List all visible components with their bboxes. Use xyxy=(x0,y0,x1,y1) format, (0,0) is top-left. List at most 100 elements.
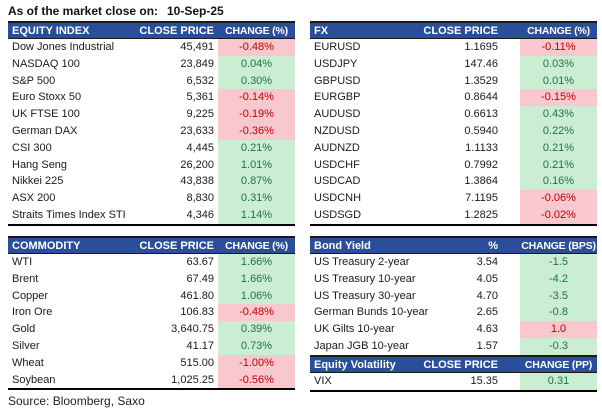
row-label: USDCNH xyxy=(314,192,362,205)
row-label: Silver xyxy=(12,339,40,352)
row-close-price: 3.54 xyxy=(476,256,498,268)
equity-volatility-table: Equity Volatility CLOSE PRICE CHANGE (PP… xyxy=(310,354,597,392)
row-close-price: 45,491 xyxy=(180,41,214,53)
row-close-price: 4,445 xyxy=(186,141,214,154)
column-header-name: EQUITY INDEX xyxy=(12,25,90,37)
column-header-name: Bond Yield xyxy=(314,240,371,252)
fx-table: FX CLOSE PRICE CHANGE (%) EURUSD 1.1695 -0… xyxy=(310,21,597,226)
row-label: Gold xyxy=(12,323,36,336)
row-close-price: 23,633 xyxy=(180,124,214,137)
report-title: As of the market close on: xyxy=(8,4,159,18)
row-change: -3.5 xyxy=(520,287,597,305)
fx-row: USDCAD 1.3864 0.16% xyxy=(310,173,597,191)
row-close-price: 3,640.75 xyxy=(171,323,214,336)
row-close-price: 26,200 xyxy=(180,158,214,171)
row-change: 0.21% xyxy=(520,139,597,157)
row-label: NASDAQ 100 xyxy=(12,57,80,70)
row-close-price: 461.80 xyxy=(180,289,214,302)
row-label: Japan JGB 10-year xyxy=(314,339,409,352)
row-change: 0.21% xyxy=(218,139,295,157)
row-close-price: 4.63 xyxy=(476,323,498,336)
row-change: -0.56% xyxy=(218,371,295,389)
fx-row: EURGBP 0.8644 -0.15% xyxy=(310,89,597,107)
fx-row: AUDUSD 0.6613 0.43% xyxy=(310,106,597,123)
row-close-price: 9,225 xyxy=(186,108,214,121)
row-label: Iron Ore xyxy=(12,306,53,319)
row-change: 0.03% xyxy=(520,55,597,73)
row-close-price: 1.1695 xyxy=(464,41,498,53)
row-label: AUDNZD xyxy=(314,141,360,154)
row-close-price: 43,838 xyxy=(180,175,214,188)
equity-index-row: CSI 300 4,445 0.21% xyxy=(8,139,295,157)
column-header-close-price: CLOSE PRICE xyxy=(423,358,498,371)
column-header-change: CHANGE (BPS) xyxy=(521,240,596,252)
row-change: 0.30% xyxy=(218,72,295,90)
commodity-row: Silver 41.17 0.73% xyxy=(8,337,295,355)
column-header-change: CHANGE (PP) xyxy=(524,358,593,371)
row-change: -0.48% xyxy=(218,304,295,322)
row-close-price: 515.00 xyxy=(180,356,214,369)
fx-header: FX CLOSE PRICE CHANGE (%) xyxy=(310,21,597,39)
row-change: 1.0 xyxy=(520,321,597,338)
row-close-price: 4.05 xyxy=(476,272,498,285)
equity-index-row: Straits Times Index STI 4,346 1.14% xyxy=(8,206,295,224)
row-close-price: 6,532 xyxy=(186,74,214,87)
fx-row: EURUSD 1.1695 -0.11% xyxy=(310,39,597,56)
row-change: 0.22% xyxy=(520,122,597,140)
column-header-name: FX xyxy=(314,25,329,37)
row-change: -0.02% xyxy=(520,206,597,224)
source-note: Source: Bloomberg, Saxo xyxy=(8,394,145,408)
row-change: -0.15% xyxy=(520,89,597,107)
row-change: 0.04% xyxy=(218,55,295,73)
fx-row: AUDNZD 1.1133 0.21% xyxy=(310,139,597,157)
equity-index-header: EQUITY INDEX CLOSE PRICE CHANGE (%) xyxy=(8,21,295,39)
row-close-price: 7.1195 xyxy=(465,192,498,205)
commodity-header: COMMODITY CLOSE PRICE CHANGE (%) xyxy=(8,236,295,254)
row-change: 1.14% xyxy=(218,206,295,224)
column-header-name: COMMODITY xyxy=(12,240,81,252)
row-change: 0.31% xyxy=(218,190,295,207)
row-change: 0.39% xyxy=(218,321,295,338)
row-close-price: 67.49 xyxy=(186,272,214,285)
row-label: US Treasury 30-year xyxy=(314,289,416,302)
row-change: 1.06% xyxy=(218,287,295,305)
row-close-price: 41.17 xyxy=(186,339,214,352)
row-label: Dow Jones Industrial xyxy=(12,41,115,53)
row-change: 0.73% xyxy=(218,337,295,355)
fx-row: NZDUSD 0.5940 0.22% xyxy=(310,122,597,140)
equity-index-row: S&P 500 6,532 0.30% xyxy=(8,72,295,90)
row-change: 0.31 xyxy=(520,372,597,390)
row-change: 1.66% xyxy=(218,254,295,271)
fx-row: USDCHF 0.7992 0.21% xyxy=(310,156,597,174)
row-label: German Bunds 10-year xyxy=(314,306,429,319)
bond-yield-row: US Treasury 2-year 3.54 -1.5 xyxy=(310,254,597,271)
row-change: -4.2 xyxy=(520,270,597,288)
row-close-price: 4,346 xyxy=(186,208,214,221)
equity-index-row: Nikkei 225 43,838 0.87% xyxy=(8,173,295,191)
row-change: -1.5 xyxy=(520,254,597,271)
row-label: USDSGD xyxy=(314,208,362,221)
fx-row: USDSGD 1.2825 -0.02% xyxy=(310,206,597,224)
equity-index-row: ASX 200 8,830 0.31% xyxy=(8,190,295,207)
row-label: Straits Times Index STI xyxy=(12,208,126,221)
row-label: WTI xyxy=(12,256,33,268)
row-close-price: 63.67 xyxy=(186,256,214,268)
row-label: VIX xyxy=(314,374,332,387)
commodity-row: Gold 3,640.75 0.39% xyxy=(8,321,295,338)
equity-index-row: Euro Stoxx 50 5,361 -0.14% xyxy=(8,89,295,107)
row-change: -0.06% xyxy=(520,190,597,207)
row-close-price: 23,849 xyxy=(180,57,214,70)
row-label: Soybean xyxy=(12,373,56,386)
row-close-price: 4.70 xyxy=(476,289,498,302)
row-change: 0.43% xyxy=(520,106,597,123)
bond-yield-table: Bond Yield % CHANGE (BPS) US Treasury 2-… xyxy=(310,236,597,355)
equity-volatility-header: Equity Volatility CLOSE PRICE CHANGE (PP… xyxy=(310,354,597,373)
row-change: -1.00% xyxy=(218,354,295,372)
row-change: 0.16% xyxy=(520,173,597,191)
row-close-price: 0.8644 xyxy=(464,91,498,104)
row-close-price: 1.3529 xyxy=(464,74,498,87)
row-change: 1.66% xyxy=(218,270,295,288)
row-close-price: 1,025.25 xyxy=(171,373,214,386)
row-label: USDJPY xyxy=(314,57,358,70)
